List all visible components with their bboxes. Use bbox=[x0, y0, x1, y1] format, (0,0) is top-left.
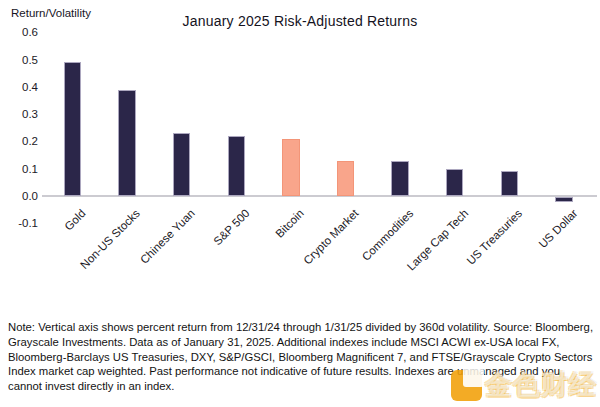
bar-bitcoin bbox=[282, 139, 300, 196]
y-tick-label: 0.5 bbox=[0, 54, 38, 66]
bar-commodities bbox=[391, 161, 409, 196]
bar-us-dollar bbox=[555, 197, 573, 202]
x-category-label: Large Cap Tech bbox=[404, 207, 470, 273]
x-category-label: S&P 500 bbox=[211, 207, 251, 247]
bar-chinese-yuan bbox=[173, 133, 191, 196]
y-tick-label: 0.0 bbox=[0, 190, 38, 202]
x-category-label: Gold bbox=[62, 207, 88, 233]
bar-us-treasuries bbox=[501, 171, 519, 196]
x-category-label: Bitcoin bbox=[273, 207, 306, 240]
x-category-label: US Treasuries bbox=[465, 207, 525, 267]
y-tick-label: 0.6 bbox=[0, 26, 38, 38]
y-tick-label: -0.1 bbox=[0, 217, 38, 229]
y-tick-label: 0.4 bbox=[0, 81, 38, 93]
bar-gold bbox=[64, 62, 82, 196]
chart-page: Return/Volatility January 2025 Risk-Adju… bbox=[0, 0, 600, 407]
x-category-label: Chinese Yuan bbox=[138, 207, 197, 266]
y-tick-label: 0.3 bbox=[0, 108, 38, 120]
bar-non-us-stocks bbox=[118, 90, 136, 196]
bar-large-cap-tech bbox=[446, 169, 464, 196]
footnote-text: Note: Vertical axis shows percent return… bbox=[8, 320, 596, 394]
x-category-label: US Dollar bbox=[536, 207, 579, 250]
x-category-label: Commodities bbox=[360, 207, 416, 263]
bar-s-p-500 bbox=[228, 136, 246, 196]
y-tick-label: 0.2 bbox=[0, 135, 38, 147]
y-tick-label: 0.1 bbox=[0, 163, 38, 175]
plot-area: 0.6 0.5 0.4 0.3 0.2 0.1 0.0 -0.1 GoldNon-US Stoc… bbox=[0, 0, 600, 320]
x-category-label: Non-US Stocks bbox=[79, 207, 143, 271]
bar-crypto-market bbox=[337, 161, 355, 196]
x-category-label: Crypto Market bbox=[301, 207, 361, 267]
